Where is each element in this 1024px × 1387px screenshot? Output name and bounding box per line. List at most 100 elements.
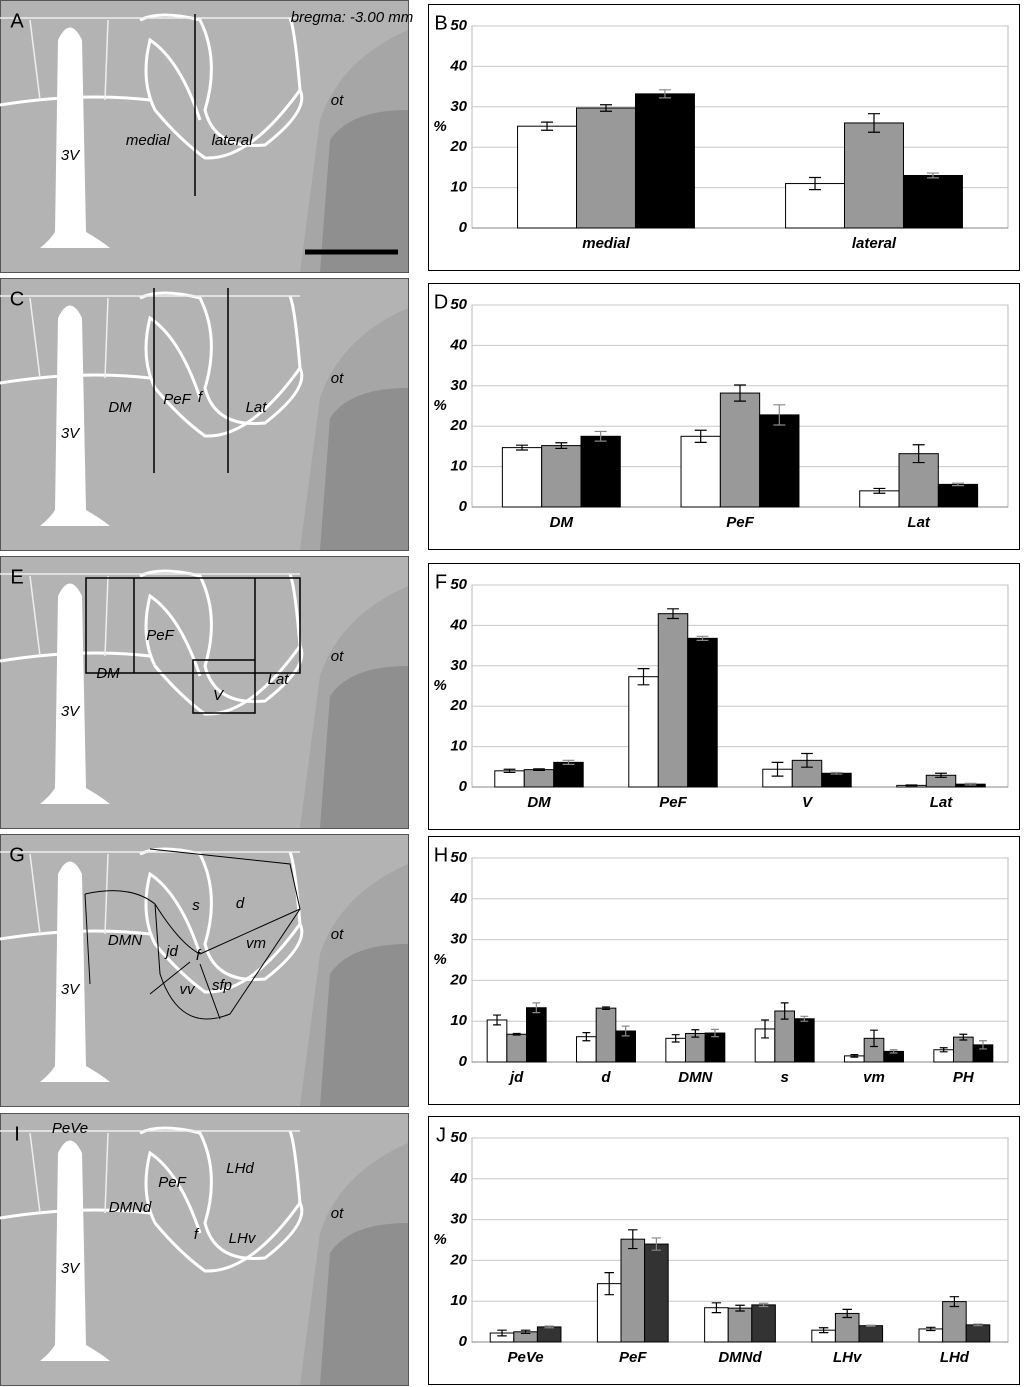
bar bbox=[759, 414, 800, 508]
outline bbox=[0, 13, 304, 160]
ventricle bbox=[40, 27, 110, 248]
error-bar bbox=[734, 384, 746, 402]
error-bar bbox=[761, 1019, 769, 1039]
y-tick-label: 40 bbox=[449, 616, 467, 633]
error-bar bbox=[651, 1237, 662, 1251]
region-label: f bbox=[198, 389, 204, 406]
region-label: ot bbox=[331, 370, 344, 387]
region-label: Lat bbox=[246, 399, 268, 416]
bar bbox=[657, 613, 689, 788]
y-tick-label: 50 bbox=[450, 1129, 467, 1146]
bar bbox=[902, 174, 963, 229]
panel-letter: D bbox=[434, 291, 448, 313]
error-bar bbox=[809, 176, 822, 191]
x-tick-label: jd bbox=[508, 1069, 524, 1086]
region-label: PeVe bbox=[52, 1120, 88, 1137]
bar bbox=[687, 637, 718, 788]
bar bbox=[644, 1243, 669, 1343]
x-tick-label: DM bbox=[550, 514, 574, 531]
x-tick-label: PeVe bbox=[508, 1349, 544, 1366]
region-label: vm bbox=[246, 935, 266, 952]
bar bbox=[553, 761, 584, 788]
panel-letter: B bbox=[434, 12, 447, 34]
y-tick-label: 0 bbox=[459, 219, 468, 236]
region-label: DM bbox=[108, 399, 132, 416]
bar bbox=[536, 1326, 562, 1343]
region-label: PeF bbox=[146, 627, 174, 644]
error-bar bbox=[711, 1028, 719, 1038]
outline bbox=[0, 1126, 304, 1273]
error-bar bbox=[667, 608, 679, 620]
error-bar bbox=[658, 89, 671, 99]
x-tick-label: PeF bbox=[659, 794, 687, 811]
bar bbox=[680, 435, 721, 508]
panel-letter: I bbox=[14, 1123, 20, 1145]
bar bbox=[517, 125, 578, 229]
dark-region bbox=[320, 1223, 408, 1385]
x-tick-label: V bbox=[802, 794, 814, 811]
region-label: medial bbox=[126, 132, 171, 149]
x-tick-label: vm bbox=[863, 1069, 885, 1086]
y-tick-label: 50 bbox=[450, 849, 467, 866]
error-bar bbox=[830, 771, 843, 775]
y-tick-label: 30 bbox=[450, 98, 467, 115]
panel-letter: C bbox=[10, 288, 24, 310]
error-bar bbox=[939, 1047, 948, 1053]
y-axis-label: % bbox=[433, 397, 446, 414]
micrograph: C DM PeF f Lat 3V ot bbox=[0, 278, 409, 551]
error-bar bbox=[973, 1323, 983, 1327]
error-bar bbox=[870, 1029, 878, 1048]
dark-region bbox=[320, 666, 408, 828]
bar bbox=[486, 1019, 508, 1063]
x-tick-label: DM bbox=[527, 794, 551, 811]
error-bar bbox=[850, 1054, 859, 1058]
y-tick-label: 20 bbox=[449, 697, 467, 714]
tissue-light bbox=[1, 1, 408, 272]
y-tick-label: 0 bbox=[459, 778, 468, 795]
error-bar bbox=[773, 404, 786, 426]
outline bbox=[0, 291, 304, 438]
bar bbox=[719, 392, 761, 508]
y-tick-label: 20 bbox=[449, 417, 467, 434]
error-bar bbox=[866, 1324, 876, 1327]
error-bar bbox=[544, 1325, 554, 1329]
error-bar bbox=[602, 1006, 610, 1010]
y-tick-label: 20 bbox=[449, 1251, 467, 1268]
error-bar bbox=[594, 430, 607, 442]
panel-letter: J bbox=[436, 1124, 446, 1146]
outline-thin bbox=[0, 1130, 300, 1214]
bar bbox=[937, 483, 979, 508]
region-label: d bbox=[236, 895, 245, 912]
x-tick-label: s bbox=[780, 1069, 788, 1086]
x-tick-label: PeF bbox=[726, 514, 754, 531]
region-label: 3V bbox=[61, 981, 81, 998]
bar bbox=[620, 1238, 646, 1343]
subregions bbox=[84, 848, 301, 1020]
dark-region bbox=[320, 388, 408, 550]
region-label: PeF bbox=[158, 1174, 186, 1191]
error-bar bbox=[889, 1049, 898, 1054]
bar bbox=[727, 1307, 753, 1343]
panel-letter: F bbox=[435, 571, 447, 593]
y-tick-label: 0 bbox=[459, 498, 468, 515]
region-label: PeF bbox=[163, 391, 191, 408]
outline-thin bbox=[0, 851, 300, 935]
error-bar bbox=[959, 1033, 968, 1041]
error-bar bbox=[503, 768, 516, 774]
dark-region bbox=[320, 944, 408, 1106]
error-bar bbox=[842, 1308, 852, 1319]
chart-frame bbox=[428, 836, 1020, 1105]
chart-frame bbox=[428, 563, 1020, 830]
error-bar bbox=[628, 1229, 638, 1250]
bar bbox=[494, 770, 525, 788]
error-bar bbox=[935, 772, 947, 778]
x-tick-label: Lat bbox=[907, 514, 931, 531]
bar bbox=[858, 1325, 884, 1343]
error-bar bbox=[497, 1329, 507, 1337]
bar bbox=[523, 769, 555, 788]
x-tick-label: PeF bbox=[619, 1349, 647, 1366]
region-label: LHv bbox=[229, 1230, 257, 1247]
region-label: lateral bbox=[212, 132, 254, 149]
region-label: ot bbox=[331, 92, 344, 109]
